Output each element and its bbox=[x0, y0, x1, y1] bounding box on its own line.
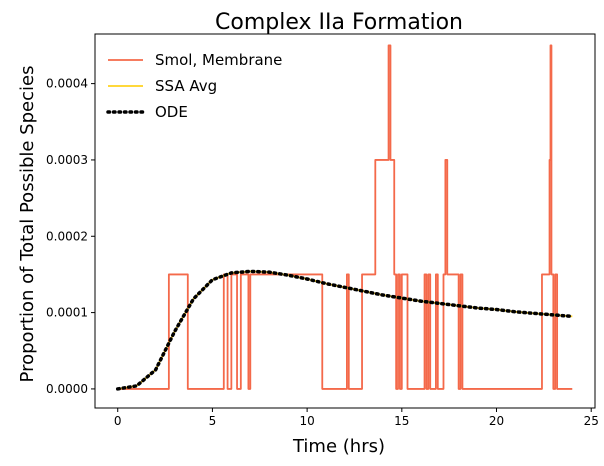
y-tick-label: 0.0001 bbox=[46, 306, 88, 320]
x-tick-label: 5 bbox=[209, 414, 217, 428]
y-tick-label: 0.0004 bbox=[46, 77, 88, 91]
x-axis-ticks: 0 5 10 15 20 25 bbox=[114, 408, 599, 428]
legend-label: Smol, Membrane bbox=[155, 51, 282, 69]
plot-area-frame bbox=[94, 33, 596, 409]
x-tick-label: 10 bbox=[299, 414, 314, 428]
legend-label: ODE bbox=[155, 103, 188, 121]
chart-title: Complex IIa Formation bbox=[215, 10, 463, 35]
x-tick-label: 25 bbox=[584, 414, 599, 428]
y-tick-label: 0.0002 bbox=[46, 229, 88, 243]
x-tick-label: 0 bbox=[114, 414, 122, 428]
y-axis-label: Proportion of Total Possible Species bbox=[17, 66, 38, 383]
legend: Smol, Membrane SSA Avg ODE bbox=[106, 51, 282, 121]
y-axis-ticks: 0.0000 0.0001 0.0002 0.0003 0.0004 bbox=[46, 77, 95, 396]
plot-series bbox=[115, 44, 575, 391]
series-line bbox=[115, 269, 575, 391]
series-line bbox=[117, 44, 573, 390]
x-tick-label: 15 bbox=[394, 414, 409, 428]
x-tick-label: 20 bbox=[489, 414, 504, 428]
x-axis-label: Time (hrs) bbox=[292, 436, 385, 457]
y-tick-label: 0.0000 bbox=[46, 382, 88, 396]
legend-label: SSA Avg bbox=[155, 77, 217, 95]
y-tick-label: 0.0003 bbox=[46, 153, 88, 167]
